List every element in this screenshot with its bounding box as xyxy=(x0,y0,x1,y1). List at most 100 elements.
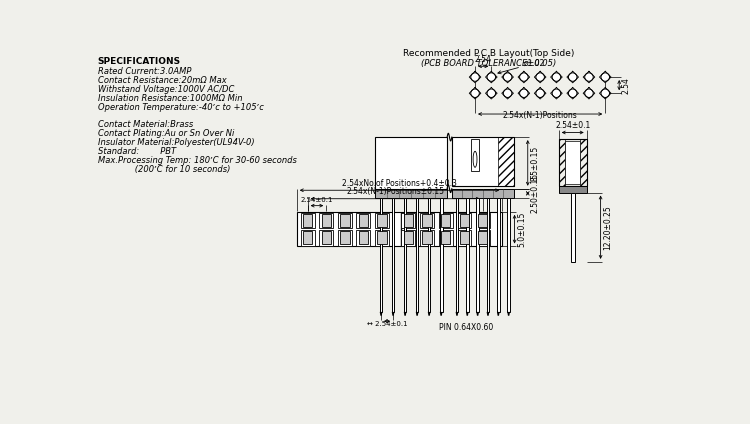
Polygon shape xyxy=(487,312,489,316)
Bar xyxy=(440,198,442,312)
Bar xyxy=(580,139,586,187)
Text: ↔ 2.54±0.1: ↔ 2.54±0.1 xyxy=(367,321,407,327)
Bar xyxy=(420,230,434,245)
Text: 2.54x(N-1)Positions±0.15: 2.54x(N-1)Positions±0.15 xyxy=(346,187,444,196)
Polygon shape xyxy=(476,312,479,316)
Bar xyxy=(375,137,447,189)
Polygon shape xyxy=(392,312,394,316)
Bar xyxy=(356,230,370,245)
Bar xyxy=(507,198,510,312)
Polygon shape xyxy=(507,312,510,316)
Circle shape xyxy=(536,73,544,81)
Polygon shape xyxy=(497,312,500,316)
Bar xyxy=(380,198,382,312)
Circle shape xyxy=(601,89,610,98)
Bar xyxy=(338,230,352,245)
Circle shape xyxy=(503,89,512,98)
Bar xyxy=(439,230,452,245)
Bar xyxy=(476,198,479,312)
Bar xyxy=(340,214,350,227)
Bar xyxy=(404,198,406,312)
Bar xyxy=(452,189,514,198)
Bar xyxy=(420,212,434,229)
Text: 2.54: 2.54 xyxy=(622,77,631,94)
Text: Contact Plating:Au or Sn Over Ni: Contact Plating:Au or Sn Over Ni xyxy=(98,129,234,138)
Bar xyxy=(471,139,479,171)
Bar xyxy=(441,214,450,227)
Bar xyxy=(356,212,370,229)
Bar xyxy=(458,230,471,245)
Ellipse shape xyxy=(473,151,477,167)
Polygon shape xyxy=(427,312,430,316)
Bar xyxy=(559,187,586,192)
Text: Rated Current:3.0AMP: Rated Current:3.0AMP xyxy=(98,67,191,76)
Bar xyxy=(460,214,469,227)
Bar xyxy=(460,232,469,244)
Bar xyxy=(377,214,387,227)
Circle shape xyxy=(471,73,479,81)
Text: SPECIFICATIONS: SPECIFICATIONS xyxy=(98,57,181,66)
Bar xyxy=(565,141,580,184)
Bar xyxy=(478,214,488,227)
Polygon shape xyxy=(440,312,442,316)
Circle shape xyxy=(471,89,479,98)
Text: Insulation Resistance:1000MΩ Min: Insulation Resistance:1000MΩ Min xyxy=(98,94,242,103)
Bar xyxy=(439,212,452,229)
Bar xyxy=(375,230,389,245)
Circle shape xyxy=(585,73,593,81)
Bar xyxy=(338,212,352,229)
Bar xyxy=(358,214,368,227)
Bar xyxy=(476,230,490,245)
Bar xyxy=(303,214,312,227)
Bar xyxy=(466,198,469,312)
Bar xyxy=(559,139,565,187)
Text: PIN 0.64X0.60: PIN 0.64X0.60 xyxy=(440,323,494,332)
Circle shape xyxy=(520,73,528,81)
Bar xyxy=(571,192,574,262)
Bar xyxy=(458,212,471,229)
Bar xyxy=(377,232,387,244)
Polygon shape xyxy=(455,312,458,316)
Bar xyxy=(358,232,368,244)
Polygon shape xyxy=(380,312,382,316)
Circle shape xyxy=(585,89,593,98)
Bar xyxy=(303,232,312,244)
Text: 12.20±0.25: 12.20±0.25 xyxy=(603,205,612,250)
Bar xyxy=(441,232,450,244)
Text: Operation Temperature:-40ʼc to +105ʼc: Operation Temperature:-40ʼc to +105ʼc xyxy=(98,103,263,112)
Bar xyxy=(487,198,489,312)
Text: Insulator Material:Polyester(UL94V-0): Insulator Material:Polyester(UL94V-0) xyxy=(98,138,254,147)
Bar xyxy=(497,198,500,312)
Bar xyxy=(320,230,333,245)
Text: 2.54±0.1: 2.54±0.1 xyxy=(555,121,590,130)
Text: ø1.02: ø1.02 xyxy=(498,59,545,74)
Circle shape xyxy=(520,89,528,98)
Circle shape xyxy=(601,73,610,81)
Text: Contact Material:Brass: Contact Material:Brass xyxy=(98,120,193,129)
Text: Standard:        PBT: Standard: PBT xyxy=(98,147,176,156)
Bar xyxy=(340,232,350,244)
Bar xyxy=(320,212,333,229)
Bar xyxy=(476,212,490,229)
Bar xyxy=(401,230,416,245)
Text: (PCB BOARD TOLERANCE±0.05): (PCB BOARD TOLERANCE±0.05) xyxy=(422,59,556,68)
Bar xyxy=(322,214,331,227)
Circle shape xyxy=(552,89,561,98)
Bar xyxy=(404,214,413,227)
Bar xyxy=(452,137,514,187)
Circle shape xyxy=(487,89,496,98)
Bar xyxy=(455,198,458,312)
Circle shape xyxy=(503,73,512,81)
Text: Withstand Voltage:1000V AC/DC: Withstand Voltage:1000V AC/DC xyxy=(98,85,234,94)
Bar xyxy=(478,232,488,244)
Bar xyxy=(416,198,419,312)
Bar xyxy=(404,232,413,244)
Bar xyxy=(297,212,502,246)
Bar xyxy=(422,214,432,227)
Bar xyxy=(375,212,389,229)
Polygon shape xyxy=(466,312,469,316)
Text: Recommended P.C.B Layout(Top Side): Recommended P.C.B Layout(Top Side) xyxy=(404,50,574,59)
Text: 2.54x(N-1)Positions: 2.54x(N-1)Positions xyxy=(503,111,578,120)
Bar xyxy=(301,212,315,229)
Bar xyxy=(422,232,432,244)
